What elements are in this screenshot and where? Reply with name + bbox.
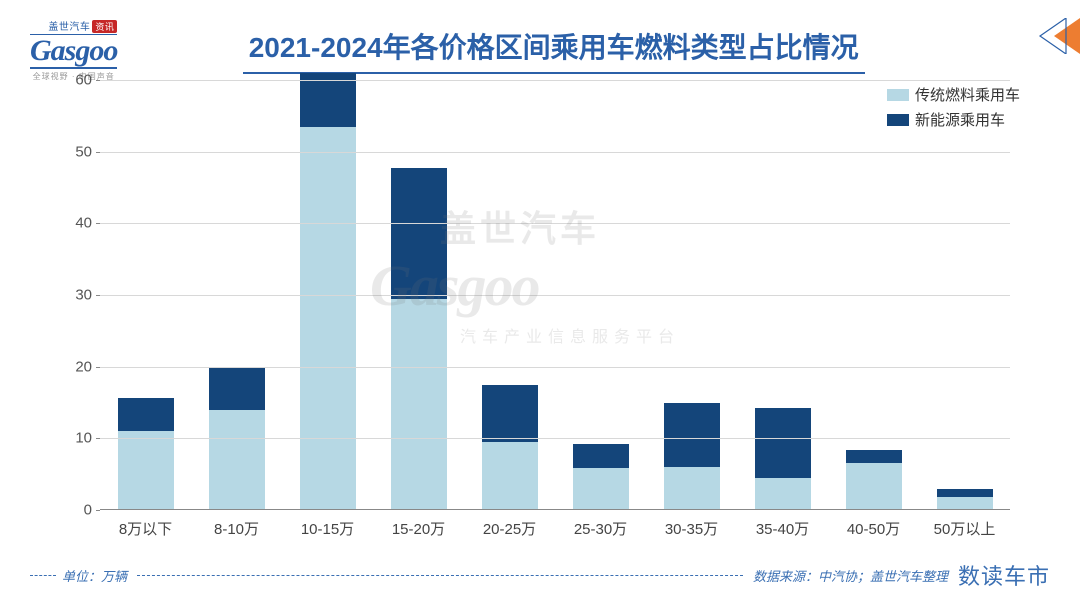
x-tick-label: 35-40万 [756, 518, 809, 539]
bar-segment [391, 299, 447, 510]
x-tick-label: 10-15万 [301, 518, 354, 539]
bar-segment [664, 403, 720, 468]
bar [937, 489, 993, 510]
corner-decoration [1032, 18, 1080, 54]
gridline [100, 80, 1010, 81]
plot-area: 8万以下8-10万10-15万15-20万20-25万25-30万30-35万3… [100, 80, 1010, 510]
page-title: 2021-2024年各价格区间乘用车燃料类型占比情况 [243, 26, 865, 74]
bar-segment [391, 168, 447, 298]
x-tick-label: 40-50万 [847, 518, 900, 539]
bar [664, 403, 720, 511]
header: 盖世汽车资讯 Gasgoo 全球视野 · 中国声音 2021-2024年各价格区… [0, 0, 1080, 82]
bar-segment [573, 444, 629, 468]
y-tick-label: 50 [75, 143, 92, 160]
x-tick-label: 20-25万 [483, 518, 536, 539]
logo: 盖世汽车资讯 Gasgoo 全球视野 · 中国声音 [30, 18, 117, 82]
y-tick-label: 20 [75, 358, 92, 375]
bar-segment [573, 468, 629, 510]
x-tick-label: 30-35万 [665, 518, 718, 539]
bar [391, 168, 447, 510]
x-tick-label: 8万以下 [119, 518, 172, 539]
bar [846, 450, 902, 510]
bar-segment [937, 489, 993, 498]
bar-segment [209, 410, 265, 510]
chart: 传统燃料乘用车新能源乘用车 8万以下8-10万10-15万15-20万20-25… [60, 80, 1030, 535]
bar-segment [118, 431, 174, 510]
x-tick-label: 8-10万 [214, 518, 259, 539]
x-axis [100, 509, 1010, 510]
x-tick-label: 50万以上 [934, 518, 996, 539]
gridline [100, 223, 1010, 224]
bar-segment [846, 463, 902, 510]
y-tick-label: 40 [75, 215, 92, 232]
gridline [100, 152, 1010, 153]
x-tick-label: 15-20万 [392, 518, 445, 539]
bar-segment [300, 127, 356, 510]
logo-badge: 资讯 [92, 20, 117, 33]
logo-top-text: 盖世汽车 [48, 22, 90, 33]
bar [755, 408, 811, 510]
gridline [100, 438, 1010, 439]
footer: 单位：万辆 数据来源：中汽协；盖世汽车整理 数读车市 [30, 559, 1050, 591]
footer-brand: 数读车市 [958, 559, 1050, 591]
bar-segment [482, 385, 538, 442]
x-tick-label: 25-30万 [574, 518, 627, 539]
source-label: 数据来源：中汽协；盖世汽车整理 [753, 566, 948, 585]
bar-segment [755, 478, 811, 510]
y-tick-label: 60 [75, 72, 92, 89]
gridline [100, 367, 1010, 368]
bar-segment [755, 408, 811, 478]
bar-segment [664, 467, 720, 510]
bar [482, 385, 538, 510]
logo-text: Gasgoo [30, 36, 117, 69]
y-tick-label: 10 [75, 430, 92, 447]
y-tick-label: 0 [84, 502, 92, 519]
bar [300, 73, 356, 510]
bar [118, 398, 174, 511]
unit-label: 单位：万辆 [62, 566, 127, 585]
bar-segment [118, 398, 174, 432]
bar-segment [482, 442, 538, 510]
y-tick-label: 30 [75, 287, 92, 304]
bar [573, 444, 629, 510]
bar-segment [209, 367, 265, 410]
gridline [100, 295, 1010, 296]
bar-segment [846, 450, 902, 464]
